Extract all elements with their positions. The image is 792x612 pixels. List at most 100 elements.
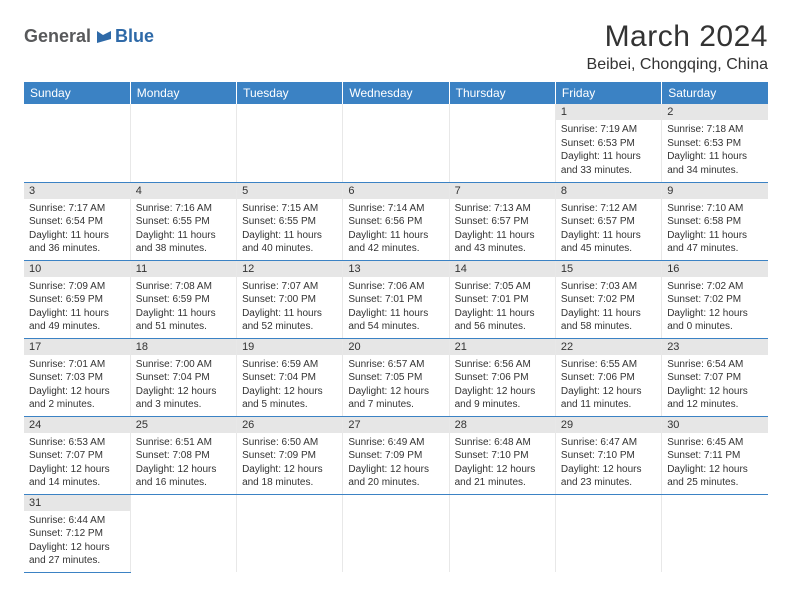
day-header-saturday: Saturday	[662, 82, 768, 104]
day-details: Sunrise: 6:55 AMSunset: 7:06 PMDaylight:…	[556, 355, 661, 416]
day-details: Sunrise: 7:01 AMSunset: 7:03 PMDaylight:…	[24, 355, 130, 416]
day-number: 17	[24, 339, 130, 355]
day-cell: 8Sunrise: 7:12 AMSunset: 6:57 PMDaylight…	[555, 182, 661, 260]
day-details: Sunrise: 7:15 AMSunset: 6:55 PMDaylight:…	[237, 199, 342, 260]
day-details: Sunrise: 7:02 AMSunset: 7:02 PMDaylight:…	[662, 277, 768, 338]
day-header-friday: Friday	[555, 82, 661, 104]
day-cell: 20Sunrise: 6:57 AMSunset: 7:05 PMDayligh…	[343, 338, 449, 416]
day-details: Sunrise: 6:44 AMSunset: 7:12 PMDaylight:…	[24, 511, 130, 572]
day-number: 20	[343, 339, 448, 355]
day-details: Sunrise: 7:08 AMSunset: 6:59 PMDaylight:…	[131, 277, 236, 338]
day-number: 8	[556, 183, 661, 199]
day-cell: 19Sunrise: 6:59 AMSunset: 7:04 PMDayligh…	[237, 338, 343, 416]
day-cell: 23Sunrise: 6:54 AMSunset: 7:07 PMDayligh…	[662, 338, 768, 416]
day-cell	[555, 494, 661, 572]
week-row: 3Sunrise: 7:17 AMSunset: 6:54 PMDaylight…	[24, 182, 768, 260]
day-details: Sunrise: 7:12 AMSunset: 6:57 PMDaylight:…	[556, 199, 661, 260]
day-details: Sunrise: 6:47 AMSunset: 7:10 PMDaylight:…	[556, 433, 661, 494]
day-number: 14	[450, 261, 555, 277]
day-cell: 14Sunrise: 7:05 AMSunset: 7:01 PMDayligh…	[449, 260, 555, 338]
day-number: 18	[131, 339, 236, 355]
day-cell: 26Sunrise: 6:50 AMSunset: 7:09 PMDayligh…	[237, 416, 343, 494]
day-cell	[449, 494, 555, 572]
day-number: 25	[131, 417, 236, 433]
day-details: Sunrise: 6:48 AMSunset: 7:10 PMDaylight:…	[450, 433, 555, 494]
day-cell: 24Sunrise: 6:53 AMSunset: 7:07 PMDayligh…	[24, 416, 130, 494]
week-row: 24Sunrise: 6:53 AMSunset: 7:07 PMDayligh…	[24, 416, 768, 494]
day-header-row: SundayMondayTuesdayWednesdayThursdayFrid…	[24, 82, 768, 104]
day-details: Sunrise: 6:51 AMSunset: 7:08 PMDaylight:…	[131, 433, 236, 494]
day-number: 15	[556, 261, 661, 277]
day-number: 9	[662, 183, 768, 199]
day-cell: 29Sunrise: 6:47 AMSunset: 7:10 PMDayligh…	[555, 416, 661, 494]
day-cell	[130, 104, 236, 182]
day-cell: 27Sunrise: 6:49 AMSunset: 7:09 PMDayligh…	[343, 416, 449, 494]
day-cell: 13Sunrise: 7:06 AMSunset: 7:01 PMDayligh…	[343, 260, 449, 338]
day-header-wednesday: Wednesday	[343, 82, 449, 104]
day-details: Sunrise: 7:17 AMSunset: 6:54 PMDaylight:…	[24, 199, 130, 260]
day-details: Sunrise: 7:14 AMSunset: 6:56 PMDaylight:…	[343, 199, 448, 260]
day-details: Sunrise: 6:59 AMSunset: 7:04 PMDaylight:…	[237, 355, 342, 416]
day-details: Sunrise: 7:13 AMSunset: 6:57 PMDaylight:…	[450, 199, 555, 260]
title-block: March 2024 Beibei, Chongqing, China	[587, 20, 768, 74]
day-cell: 31Sunrise: 6:44 AMSunset: 7:12 PMDayligh…	[24, 494, 130, 572]
day-number: 21	[450, 339, 555, 355]
day-cell	[343, 494, 449, 572]
day-details: Sunrise: 6:49 AMSunset: 7:09 PMDaylight:…	[343, 433, 448, 494]
day-cell: 30Sunrise: 6:45 AMSunset: 7:11 PMDayligh…	[662, 416, 768, 494]
day-cell	[343, 104, 449, 182]
day-cell: 2Sunrise: 7:18 AMSunset: 6:53 PMDaylight…	[662, 104, 768, 182]
day-number: 4	[131, 183, 236, 199]
day-details: Sunrise: 7:18 AMSunset: 6:53 PMDaylight:…	[662, 120, 768, 181]
day-number: 5	[237, 183, 342, 199]
day-details: Sunrise: 6:56 AMSunset: 7:06 PMDaylight:…	[450, 355, 555, 416]
day-cell: 3Sunrise: 7:17 AMSunset: 6:54 PMDaylight…	[24, 182, 130, 260]
day-number: 3	[24, 183, 130, 199]
day-header-monday: Monday	[130, 82, 236, 104]
day-header-tuesday: Tuesday	[237, 82, 343, 104]
day-cell: 25Sunrise: 6:51 AMSunset: 7:08 PMDayligh…	[130, 416, 236, 494]
day-cell: 16Sunrise: 7:02 AMSunset: 7:02 PMDayligh…	[662, 260, 768, 338]
day-number: 31	[24, 495, 130, 511]
day-cell: 4Sunrise: 7:16 AMSunset: 6:55 PMDaylight…	[130, 182, 236, 260]
week-row: 10Sunrise: 7:09 AMSunset: 6:59 PMDayligh…	[24, 260, 768, 338]
day-cell: 1Sunrise: 7:19 AMSunset: 6:53 PMDaylight…	[555, 104, 661, 182]
day-details: Sunrise: 6:54 AMSunset: 7:07 PMDaylight:…	[662, 355, 768, 416]
day-details: Sunrise: 6:45 AMSunset: 7:11 PMDaylight:…	[662, 433, 768, 494]
day-number: 11	[131, 261, 236, 277]
logo-text-general: General	[24, 26, 91, 47]
day-cell: 9Sunrise: 7:10 AMSunset: 6:58 PMDaylight…	[662, 182, 768, 260]
day-number: 28	[450, 417, 555, 433]
day-cell	[662, 494, 768, 572]
day-cell	[449, 104, 555, 182]
logo: General Blue	[24, 20, 154, 47]
day-details: Sunrise: 7:03 AMSunset: 7:02 PMDaylight:…	[556, 277, 661, 338]
day-cell: 28Sunrise: 6:48 AMSunset: 7:10 PMDayligh…	[449, 416, 555, 494]
day-details: Sunrise: 7:10 AMSunset: 6:58 PMDaylight:…	[662, 199, 768, 260]
day-details: Sunrise: 7:19 AMSunset: 6:53 PMDaylight:…	[556, 120, 661, 181]
day-number: 24	[24, 417, 130, 433]
day-details: Sunrise: 7:07 AMSunset: 7:00 PMDaylight:…	[237, 277, 342, 338]
day-number: 30	[662, 417, 768, 433]
day-details: Sunrise: 6:53 AMSunset: 7:07 PMDaylight:…	[24, 433, 130, 494]
day-cell	[237, 494, 343, 572]
day-cell: 7Sunrise: 7:13 AMSunset: 6:57 PMDaylight…	[449, 182, 555, 260]
week-row: 17Sunrise: 7:01 AMSunset: 7:03 PMDayligh…	[24, 338, 768, 416]
day-cell	[24, 104, 130, 182]
day-details: Sunrise: 7:06 AMSunset: 7:01 PMDaylight:…	[343, 277, 448, 338]
day-cell: 17Sunrise: 7:01 AMSunset: 7:03 PMDayligh…	[24, 338, 130, 416]
location: Beibei, Chongqing, China	[587, 56, 768, 74]
month-title: March 2024	[587, 20, 768, 54]
day-number: 1	[556, 104, 661, 120]
day-cell	[237, 104, 343, 182]
day-header-thursday: Thursday	[449, 82, 555, 104]
day-details: Sunrise: 7:09 AMSunset: 6:59 PMDaylight:…	[24, 277, 130, 338]
day-number: 26	[237, 417, 342, 433]
day-number: 27	[343, 417, 448, 433]
day-number: 7	[450, 183, 555, 199]
day-number: 16	[662, 261, 768, 277]
logo-text-blue: Blue	[115, 26, 154, 47]
day-cell: 18Sunrise: 7:00 AMSunset: 7:04 PMDayligh…	[130, 338, 236, 416]
day-details: Sunrise: 7:16 AMSunset: 6:55 PMDaylight:…	[131, 199, 236, 260]
day-cell: 5Sunrise: 7:15 AMSunset: 6:55 PMDaylight…	[237, 182, 343, 260]
